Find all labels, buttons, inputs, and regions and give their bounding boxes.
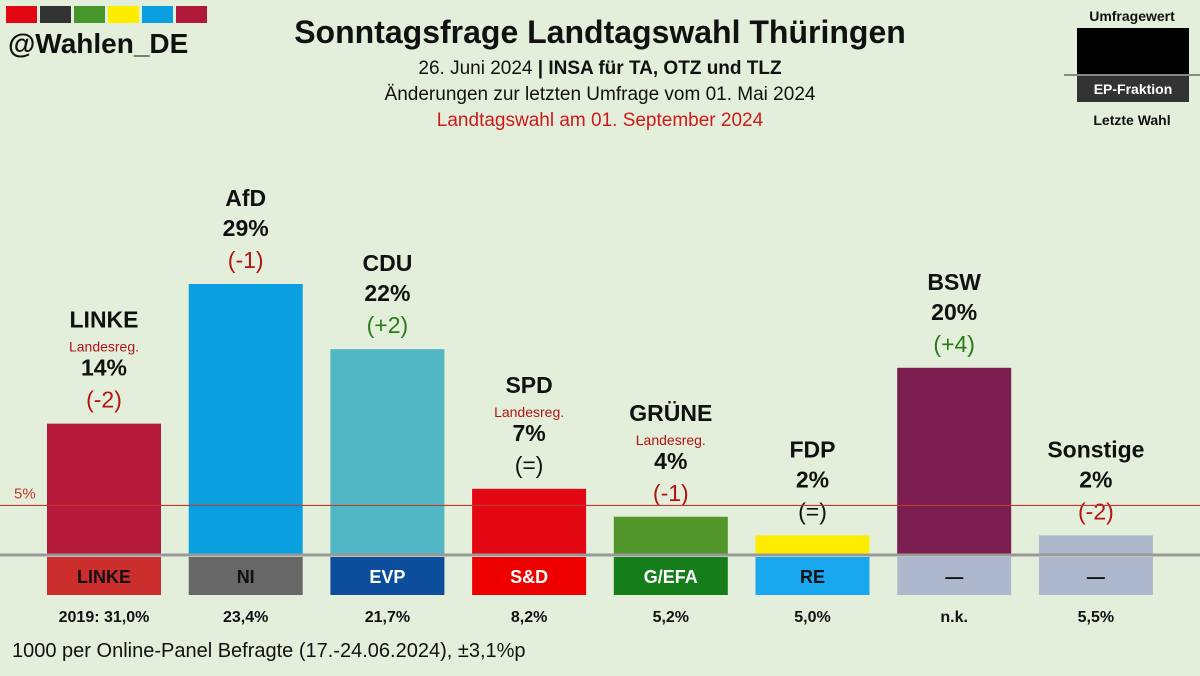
- party-label-5: FDP: [790, 436, 836, 462]
- last-election-1: 23,4%: [223, 609, 268, 626]
- bar-6: [897, 367, 1012, 554]
- note-label-3: Landesreg.: [494, 404, 564, 420]
- pollster: INSA für TA, OTZ und TLZ: [548, 58, 782, 79]
- last-election-0: 2019: 31,0%: [59, 609, 150, 626]
- change-label-2: (+2): [367, 312, 409, 338]
- color-swatch-0: [6, 6, 37, 23]
- value-label-4: 4%: [654, 448, 687, 474]
- last-election-4: 5,2%: [653, 609, 689, 626]
- last-election-3: 8,2%: [511, 609, 547, 626]
- value-label-1: 29%: [223, 215, 269, 241]
- changes-note: Änderungen zur letzten Umfrage vom 01. M…: [384, 84, 816, 105]
- color-swatch-4: [142, 6, 173, 23]
- ep-label-6: —: [945, 567, 963, 587]
- note-label-0: Landesreg.: [69, 339, 139, 355]
- ep-box-7: [1038, 557, 1153, 595]
- bar-2: [330, 349, 445, 554]
- ep-box-3: [472, 557, 587, 595]
- party-label-6: BSW: [927, 269, 981, 295]
- ep-box-6: [897, 557, 1012, 595]
- value-label-5: 2%: [796, 466, 829, 492]
- ep-label-5: RE: [800, 567, 825, 587]
- color-swatch-1: [40, 6, 71, 23]
- value-label-3: 7%: [512, 420, 545, 446]
- chart-title: Sonntagsfrage Landtagswahl Thüringen: [294, 14, 906, 50]
- ep-label-1: NI: [237, 567, 255, 587]
- poll-info: 26. Juni 2024 | INSA für TA, OTZ und TLZ: [418, 58, 782, 79]
- change-label-1: (-1): [228, 247, 264, 273]
- ep-label-2: EVP: [369, 567, 405, 587]
- bar-7: [1038, 535, 1153, 554]
- change-label-3: (=): [515, 452, 544, 478]
- party-label-4: GRÜNE: [629, 400, 712, 426]
- color-swatches: [6, 6, 207, 23]
- bar-1: [188, 284, 303, 554]
- party-label-0: LINKE: [70, 307, 139, 333]
- poll-date: 26. Juni 2024: [418, 58, 533, 79]
- color-swatch-5: [176, 6, 207, 23]
- legend-ep-label: EP-Fraktion: [1077, 76, 1189, 102]
- ep-label-4: G/EFA: [644, 567, 698, 587]
- threshold-label: 5%: [14, 485, 36, 502]
- note-label-4: Landesreg.: [636, 432, 706, 448]
- bar-5: [755, 535, 870, 554]
- ep-box-0: [47, 557, 161, 595]
- last-election-7: 5,5%: [1078, 609, 1114, 626]
- last-election-5: 5,0%: [794, 609, 830, 626]
- change-label-0: (-2): [86, 387, 122, 413]
- ep-box-2: [330, 557, 445, 595]
- legend-poll-label: Umfragewert: [1089, 8, 1175, 24]
- value-label-6: 20%: [931, 299, 977, 325]
- brand-handle: @Wahlen_DE: [8, 28, 189, 59]
- last-election-6: n.k.: [940, 609, 968, 626]
- legend-baseline: [1064, 74, 1200, 76]
- value-label-2: 22%: [364, 280, 410, 306]
- bar-3: [472, 488, 587, 554]
- change-label-4: (-1): [653, 480, 689, 506]
- ep-box-4: [613, 557, 728, 595]
- change-label-6: (+4): [933, 331, 975, 357]
- legend-last-election-label: Letzte Wahl: [1093, 112, 1171, 128]
- legend-poll-box: [1077, 28, 1189, 76]
- change-label-5: (=): [798, 498, 827, 524]
- party-label-1: AfD: [225, 185, 266, 211]
- bar-0: [47, 423, 161, 554]
- last-election-2: 21,7%: [365, 609, 410, 626]
- change-label-7: (-2): [1078, 498, 1114, 524]
- party-label-3: SPD: [505, 372, 552, 398]
- ep-box-5: [755, 557, 870, 595]
- ep-box-1: [188, 557, 303, 595]
- ep-label-3: S&D: [510, 567, 548, 587]
- bar-4: [613, 516, 728, 554]
- value-label-7: 2%: [1079, 466, 1112, 492]
- color-swatch-3: [108, 6, 139, 23]
- party-label-2: CDU: [362, 250, 412, 276]
- election-note: Landtagswahl am 01. September 2024: [436, 110, 764, 131]
- footer-note: 1000 per Online-Panel Befragte (17.-24.0…: [12, 640, 526, 662]
- ep-label-0: LINKE: [77, 567, 131, 587]
- ep-label-7: —: [1087, 567, 1105, 587]
- value-label-0: 14%: [81, 355, 127, 381]
- color-swatch-2: [74, 6, 105, 23]
- party-label-7: Sonstige: [1047, 436, 1144, 462]
